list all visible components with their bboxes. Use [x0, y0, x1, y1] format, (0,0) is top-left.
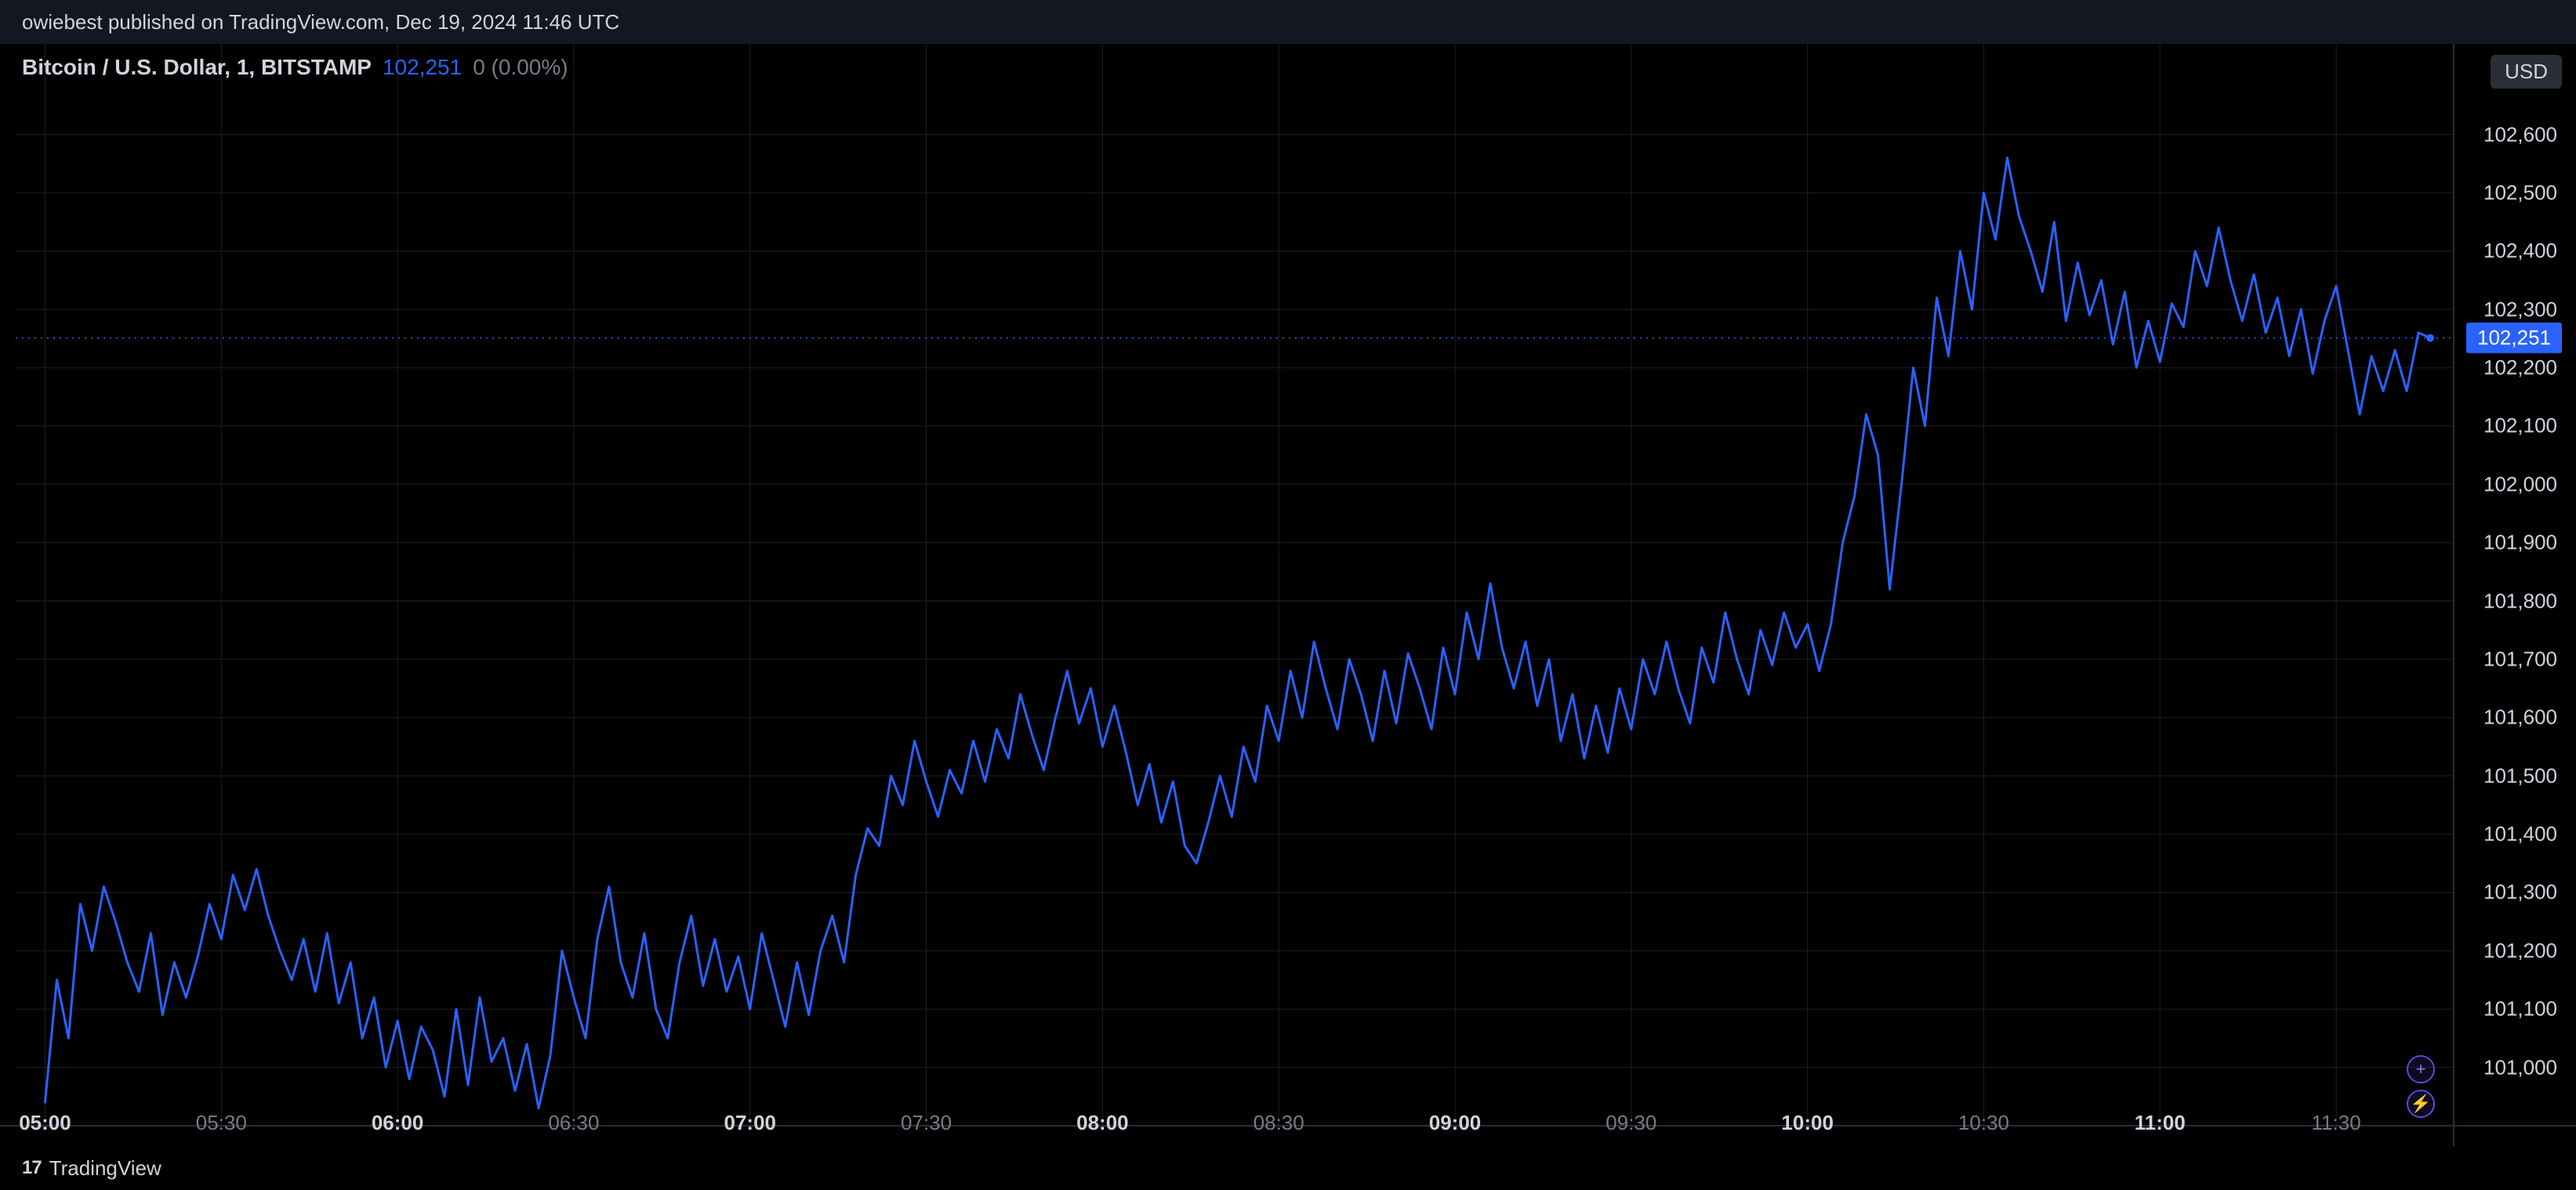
legend-symbol: Bitcoin / U.S. Dollar, 1, BITSTAMP	[22, 55, 372, 80]
x-tick-label: 09:30	[1605, 1111, 1656, 1135]
y-tick-label: 101,100	[2483, 997, 2557, 1021]
y-tick-label: 102,600	[2483, 122, 2557, 147]
publish-text: owiebest published on TradingView.com, D…	[22, 10, 619, 34]
x-tick-label: 08:00	[1076, 1111, 1129, 1135]
y-tick-label: 102,500	[2483, 180, 2557, 205]
x-tick-label: 07:30	[901, 1111, 952, 1135]
tradingview-logo-text: TradingView	[49, 1156, 161, 1181]
price-chart-svg	[0, 44, 2576, 1146]
y-tick-label: 102,400	[2483, 239, 2557, 263]
y-tick-label: 101,400	[2483, 822, 2557, 847]
x-tick-label: 10:30	[1958, 1111, 2009, 1135]
y-axis-unit-button[interactable]: USD	[2491, 55, 2562, 89]
y-tick-label: 102,200	[2483, 356, 2557, 380]
x-tick-label: 09:00	[1429, 1111, 1482, 1135]
y-tick-label: 102,000	[2483, 472, 2557, 496]
x-tick-label: 07:00	[724, 1111, 776, 1135]
x-tick-label: 11:00	[2135, 1111, 2186, 1135]
y-tick-label: 101,800	[2483, 589, 2557, 613]
y-tick-label: 101,600	[2483, 706, 2557, 730]
chart-area[interactable]: Bitcoin / U.S. Dollar, 1, BITSTAMP 102,2…	[0, 44, 2576, 1146]
x-tick-label: 08:30	[1254, 1111, 1304, 1135]
tradingview-logo-mark: 17	[22, 1157, 42, 1179]
publish-header: owiebest published on TradingView.com, D…	[0, 0, 2576, 44]
y-tick-label: 102,100	[2483, 414, 2557, 438]
x-tick-label: 06:30	[548, 1111, 599, 1135]
x-tick-label: 05:30	[196, 1111, 247, 1135]
chart-root: owiebest published on TradingView.com, D…	[0, 0, 2576, 1190]
add-indicator-icon[interactable]: +	[2407, 1055, 2435, 1083]
y-tick-label: 101,900	[2483, 531, 2557, 555]
y-tick-label: 101,700	[2483, 647, 2557, 671]
y-tick-label: 101,300	[2483, 880, 2557, 905]
current-price-tag: 102,251	[2466, 323, 2562, 354]
x-tick-label: 06:00	[372, 1111, 424, 1135]
flash-icon[interactable]: ⚡	[2407, 1090, 2435, 1118]
chart-legend: Bitcoin / U.S. Dollar, 1, BITSTAMP 102,2…	[22, 55, 568, 80]
legend-change: 0 (0.00%)	[473, 55, 568, 80]
y-tick-label: 101,000	[2483, 1055, 2557, 1079]
y-tick-label: 101,200	[2483, 938, 2557, 963]
x-tick-label: 11:30	[2312, 1111, 2361, 1135]
y-tick-label: 101,500	[2483, 764, 2557, 788]
bolt-icon: ⚡	[2410, 1094, 2431, 1114]
footer-bar: 17 TradingView	[0, 1146, 2576, 1190]
x-tick-label: 10:00	[1781, 1111, 1834, 1135]
plus-icon: +	[2416, 1059, 2426, 1079]
x-tick-label: 05:00	[19, 1111, 71, 1135]
y-tick-label: 102,300	[2483, 297, 2557, 321]
legend-price: 102,251	[383, 55, 462, 80]
